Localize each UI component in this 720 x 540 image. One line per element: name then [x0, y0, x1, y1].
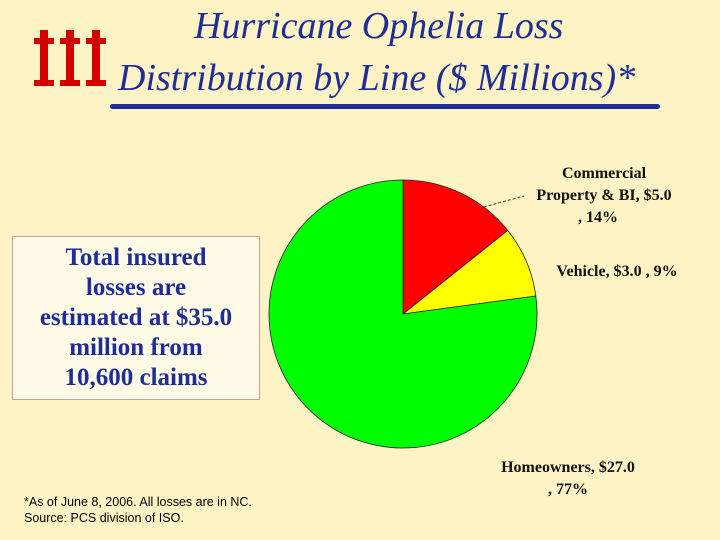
slice-label-vehicle: Vehicle, $3.0 , 9% — [556, 263, 677, 280]
slice-label-homeowners-line-2: , 77% — [548, 481, 588, 498]
pie-slice-commercial — [402, 179, 509, 315]
slice-label-homeowners-line-1: Homeowners, $27.0 — [501, 459, 635, 476]
slice-label-commercial-line-2: Property & BI, $5.0 — [536, 187, 671, 204]
footnote-line-2: Source: PCS division of ISO. — [24, 511, 184, 525]
footnote-line-1: *As of June 8, 2006. All losses are in N… — [24, 495, 252, 509]
callout-line-2: losses are — [85, 274, 187, 301]
callout-line-3: estimated at $35.0 — [39, 304, 233, 331]
slice-label-commercial: Commercial Property & BI, $5.0 , 14% — [536, 165, 671, 226]
title-line-1: Hurricane Ophelia Loss — [194, 5, 564, 47]
footnote: *As of June 8, 2006. All losses are in N… — [24, 494, 252, 526]
pie-slice-homeowners — [268, 179, 538, 449]
slice-label-homeowners: Homeowners, $27.0 , 77% — [501, 459, 635, 498]
slice-label-commercial-line-1: Commercial — [562, 165, 647, 182]
slice-label-commercial-line-3: , 14% — [578, 209, 618, 226]
callout-line-5: 10,600 claims — [64, 364, 208, 391]
page-title: Hurricane Ophelia Loss Distribution by L… — [118, 0, 708, 104]
slice-label-vehicle-line-1: Vehicle, $3.0 , 9% — [556, 263, 677, 280]
total-losses-callout: Total insured losses are estimated at $3… — [12, 236, 260, 400]
iii-logo-icon — [34, 30, 106, 86]
callout-line-4: million from — [69, 334, 203, 361]
callout-line-1: Total insured — [65, 244, 207, 271]
commercial-leader-line — [483, 195, 525, 208]
title-underline — [110, 104, 660, 109]
title-line-2: Distribution by Line ($ Millions)* — [118, 57, 636, 99]
